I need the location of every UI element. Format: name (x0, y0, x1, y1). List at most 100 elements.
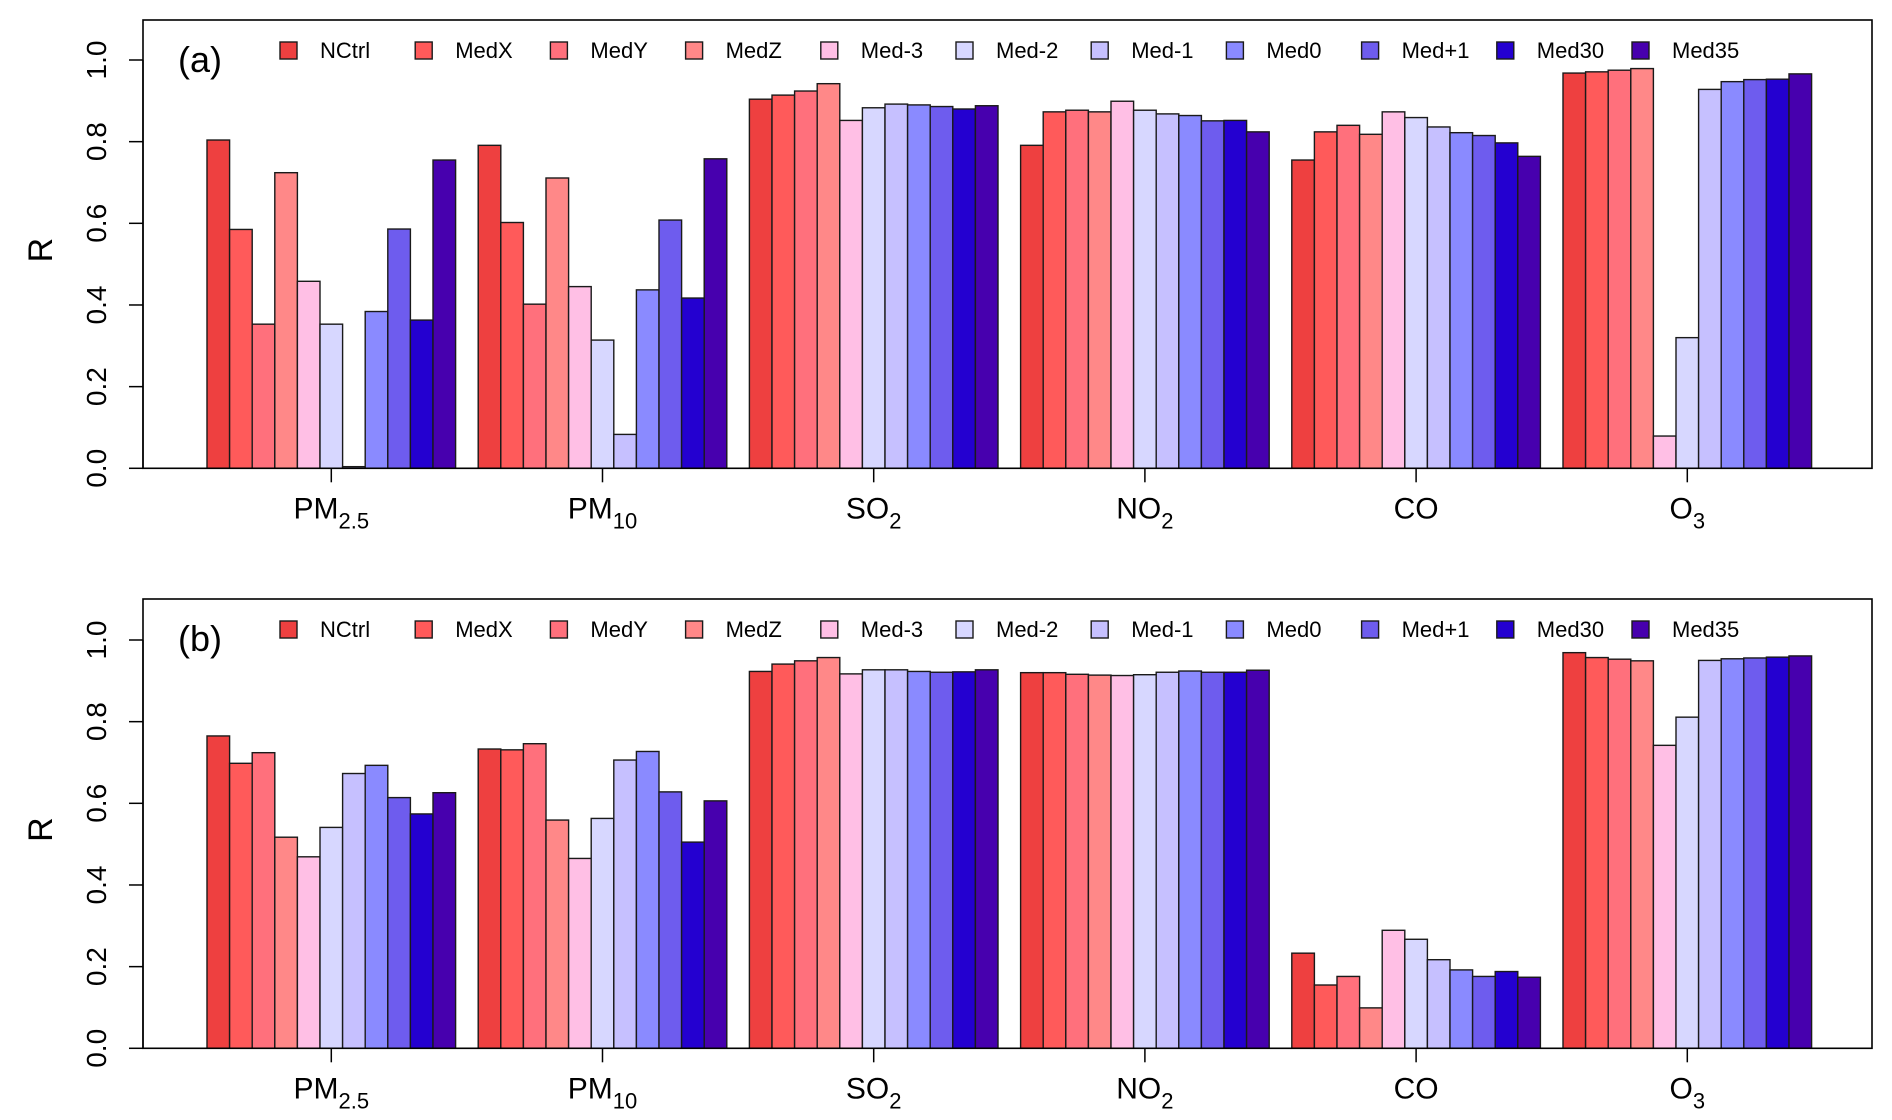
bar-o3-med-2 (1675, 336, 1700, 470)
bar-no2-med-1 (1155, 671, 1180, 1049)
legend-item: Med-2 (955, 617, 1058, 642)
bar-pm25-med30 (409, 813, 434, 1049)
x-tick-label-subscript: 2 (1161, 1088, 1173, 1113)
bar-pm10-med-1 (613, 433, 638, 470)
x-tick-label-subscript: 2 (889, 1088, 901, 1113)
bar-o3-medz (1630, 67, 1655, 470)
y-tick-label: 0.0 (81, 449, 112, 488)
bar-no2-med-3 (1110, 674, 1135, 1049)
bar-o3-med30 (1765, 656, 1790, 1050)
legend-label: Med0 (1266, 617, 1321, 642)
bar-pm10-med35 (703, 158, 728, 469)
legend-swatch (1496, 41, 1515, 60)
bar-pm10-medz (545, 177, 570, 470)
bar-pm25-medy (251, 751, 276, 1049)
bar-no2-med+1 (1200, 120, 1225, 469)
legend-swatch (820, 620, 839, 639)
bar-co-med-3 (1381, 929, 1406, 1049)
bar-co-med+1 (1471, 975, 1496, 1050)
bar-o3-med-2 (1675, 716, 1700, 1049)
bar-co-medz (1358, 1007, 1383, 1049)
legend-item: Med+1 (1360, 38, 1470, 63)
legend-swatch (1090, 620, 1109, 639)
legend-label: Med-3 (861, 38, 923, 63)
legend-swatch (414, 620, 433, 639)
bar-co-med35 (1517, 155, 1542, 469)
bar-no2-medz (1087, 674, 1112, 1049)
bar-pm10-med30 (680, 297, 705, 470)
x-tick-label-base: NO (1116, 492, 1161, 525)
bar-o3-medy (1607, 69, 1632, 469)
bar-pm25-med+1 (387, 228, 412, 469)
y-tick-label: 0.2 (81, 947, 112, 986)
x-tick-label: PM10 (568, 1072, 637, 1113)
x-tick-label: CO (1394, 492, 1439, 525)
y-tick-label: 0.0 (81, 1029, 112, 1068)
legend-item: Med-3 (820, 617, 923, 642)
bar-pm25-med0 (364, 310, 389, 469)
legend-label: Med30 (1537, 617, 1604, 642)
bar-pm25-med-2 (319, 323, 344, 470)
bar-no2-med35 (1245, 669, 1270, 1049)
bar-o3-med-1 (1697, 659, 1722, 1049)
x-tick-label-subscript: 3 (1693, 508, 1705, 533)
bar-no2-medz (1087, 111, 1112, 469)
bar-o3-med+1 (1743, 657, 1768, 1050)
bar-so2-med-3 (839, 673, 864, 1050)
legend-label: MedZ (726, 38, 782, 63)
bar-so2-medy (793, 660, 818, 1050)
x-tick-label: PM10 (568, 492, 637, 533)
legend-swatch (1360, 620, 1380, 639)
legend-swatch (820, 41, 839, 60)
legend-swatch (279, 41, 298, 60)
bar-co-med30 (1494, 142, 1519, 470)
y-tick-label: 0.8 (81, 122, 112, 161)
bar-pm10-medy (522, 303, 547, 469)
bar-so2-med-3 (839, 119, 864, 470)
x-tick-label-subscript: 10 (613, 1088, 637, 1113)
bar-pm10-med30 (680, 841, 705, 1050)
bar-co-med-1 (1426, 126, 1451, 470)
legend-swatch (414, 41, 433, 60)
y-tick-label: 0.4 (81, 286, 112, 325)
x-tick-label-base: PM (294, 492, 339, 525)
bar-co-med30 (1494, 970, 1519, 1050)
legend-swatch (549, 620, 569, 639)
legend-label: Med+1 (1402, 38, 1470, 63)
legend-swatch (1631, 620, 1650, 639)
legend-label: MedY (590, 38, 648, 63)
x-tick-label-subscript: 10 (613, 508, 637, 533)
legend-item: Med0 (1225, 617, 1321, 642)
legend-item: MedY (549, 617, 648, 642)
bar-pm25-nctrl (206, 139, 231, 469)
bar-pm25-med35 (432, 792, 457, 1050)
x-tick-label: PM2.5 (294, 1072, 370, 1113)
bar-pm25-med-1 (341, 772, 366, 1049)
bar-co-nctrl (1291, 952, 1316, 1049)
x-tick-label: O3 (1670, 1072, 1706, 1113)
bar-pm10-medx (500, 221, 525, 470)
legend-swatch (955, 620, 974, 639)
legend-item: NCtrl (279, 38, 370, 63)
x-tick-label-base: PM (294, 1072, 339, 1105)
bar-pm10-med-1 (613, 759, 638, 1050)
bar-pm25-medz (274, 836, 299, 1050)
x-tick-label-base: CO (1394, 492, 1439, 525)
legend-swatch (1360, 41, 1380, 60)
legend-swatch (279, 620, 298, 639)
x-tick-label-subscript: 2 (889, 508, 901, 533)
x-tick-label-base: PM (568, 1072, 613, 1105)
legend-label: Med0 (1266, 38, 1321, 63)
legend-item: Med30 (1496, 38, 1604, 63)
bar-so2-medz (816, 82, 841, 469)
legend-label: Med+1 (1402, 617, 1470, 642)
legend-label: NCtrl (320, 38, 370, 63)
bar-pm10-med0 (635, 289, 660, 469)
bar-so2-med+1 (929, 671, 954, 1049)
bar-pm25-med-3 (296, 856, 321, 1050)
bar-so2-medy (793, 90, 818, 469)
bar-pm25-med35 (432, 159, 457, 470)
bar-o3-med30 (1765, 78, 1790, 469)
bar-pm10-med-2 (590, 817, 615, 1050)
x-tick-label-base: NO (1116, 1072, 1161, 1105)
